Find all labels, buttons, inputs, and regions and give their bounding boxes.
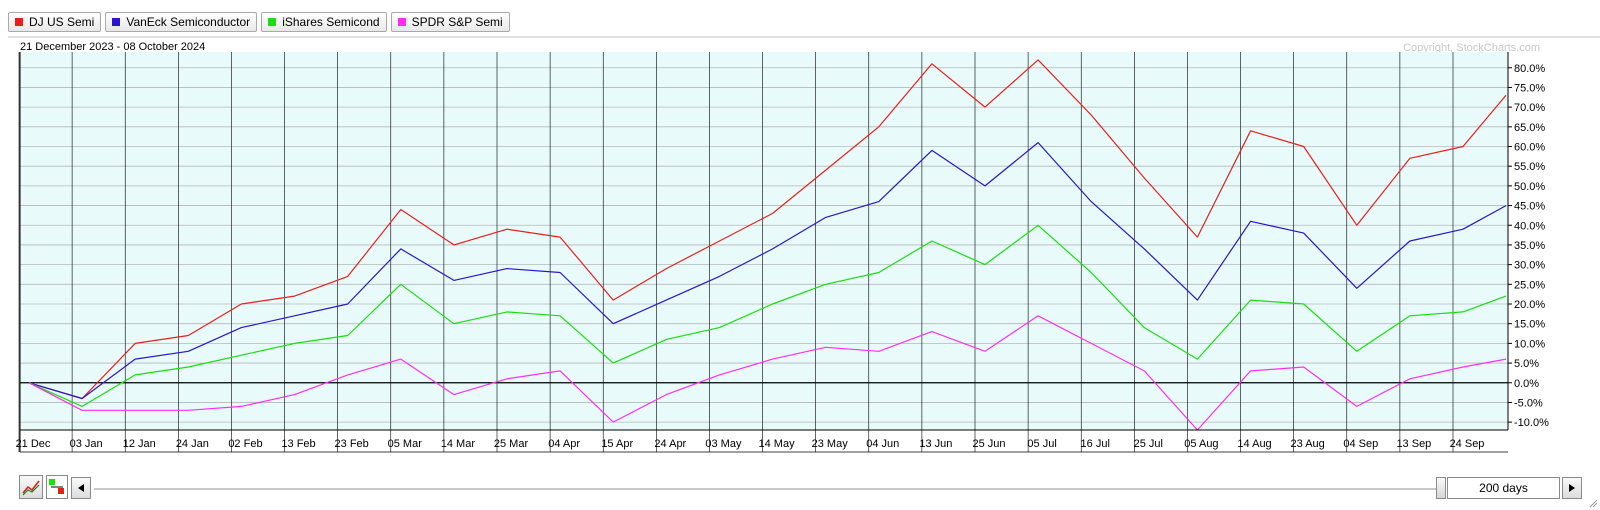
- series-line-vaneck-semiconductor: [28, 142, 1507, 400]
- legend-swatch-red: [15, 18, 23, 26]
- compare-button[interactable]: [46, 475, 68, 499]
- legend: DJ US Semi VanEck Semiconductor iShares …: [8, 12, 510, 32]
- y-tick-label: 45.0%: [1514, 201, 1545, 213]
- y-tick-label: 55.0%: [1514, 161, 1545, 173]
- legend-item-ishares-semicond[interactable]: iShares Semicond: [261, 12, 387, 32]
- x-tick-label: 24 Jan: [176, 438, 209, 450]
- period-slider-handle[interactable]: [1436, 477, 1446, 499]
- y-tick-label: 70.0%: [1514, 102, 1545, 114]
- scroll-left-button[interactable]: [71, 477, 91, 499]
- x-tick-label: 13 Jun: [919, 438, 952, 450]
- compare-colors-icon: [49, 479, 64, 494]
- legend-item-spdr-sp-semi[interactable]: SPDR S&P Semi: [390, 12, 510, 32]
- x-tick-label: 05 Jul: [1027, 438, 1056, 450]
- copyright-label: Copyright, StockCharts.com: [1403, 42, 1540, 54]
- x-tick-label: 25 Jul: [1134, 438, 1163, 450]
- series-line-ishares-semicond: [28, 224, 1507, 407]
- y-tick-label: 60.0%: [1514, 142, 1545, 154]
- line-chart-icon: [22, 480, 40, 496]
- x-tick-label: 25 Mar: [494, 438, 529, 450]
- y-tick-label: 50.0%: [1514, 181, 1545, 193]
- x-tick-label: 03 May: [705, 438, 742, 450]
- x-tick-label: 12 Jan: [123, 438, 156, 450]
- series-line-dj-us-semi: [28, 59, 1507, 400]
- y-tick-label: 20.0%: [1514, 299, 1545, 311]
- y-tick-label: 65.0%: [1514, 122, 1545, 134]
- series-line-spdr-s-p-semi: [28, 315, 1507, 431]
- plot-area: [20, 52, 1508, 430]
- legend-swatch-blue: [112, 18, 121, 26]
- x-tick-label: 24 Sep: [1450, 438, 1485, 450]
- x-tick-label: 15 Apr: [601, 438, 633, 450]
- triangle-left-icon: [78, 484, 84, 492]
- legend-swatch-magenta: [397, 18, 406, 26]
- legend-item-vaneck-semiconductor[interactable]: VanEck Semiconductor: [105, 12, 258, 32]
- period-display[interactable]: 200 days: [1447, 477, 1560, 499]
- scroll-right-button[interactable]: [1562, 477, 1582, 499]
- legend-label: VanEck Semiconductor: [126, 15, 251, 29]
- x-tick-label: 24 Apr: [654, 438, 686, 450]
- resize-grip-icon[interactable]: [1588, 498, 1598, 508]
- x-tick-label: 14 Mar: [441, 438, 476, 450]
- legend-swatch-green: [268, 18, 277, 26]
- y-tick-label: 15.0%: [1514, 319, 1545, 331]
- y-tick-label: -5.0%: [1514, 397, 1543, 409]
- x-tick-label: 14 May: [759, 438, 796, 450]
- legend-label: DJ US Semi: [29, 15, 95, 29]
- triangle-right-icon: [1569, 484, 1575, 492]
- x-tick-label: 16 Jul: [1081, 438, 1110, 450]
- x-tick-label: 13 Feb: [281, 438, 315, 450]
- legend-item-dj-us-semi[interactable]: DJ US Semi: [8, 12, 102, 32]
- legend-label: SPDR S&P Semi: [411, 15, 503, 29]
- x-tick-label: 05 Aug: [1184, 438, 1218, 450]
- x-tick-label: 04 Apr: [548, 438, 580, 450]
- x-tick-label: 25 Jun: [972, 438, 1005, 450]
- x-tick-label: 02 Feb: [228, 438, 262, 450]
- y-tick-label: 40.0%: [1514, 220, 1545, 232]
- x-tick-label: 21 Dec: [16, 438, 51, 450]
- performance-chart: 21 December 2023 - 08 October 2024 Copyr…: [8, 36, 1600, 453]
- y-tick-label: 80.0%: [1514, 63, 1545, 75]
- x-tick-label: 13 Sep: [1396, 438, 1431, 450]
- header-divider: [8, 36, 1600, 38]
- x-tick-label: 03 Jan: [70, 438, 103, 450]
- x-tick-label: 05 Mar: [388, 438, 423, 450]
- y-tick-label: 75.0%: [1514, 82, 1545, 94]
- y-tick-label: 25.0%: [1514, 279, 1545, 291]
- y-tick-label: 10.0%: [1514, 338, 1545, 350]
- period-slider-track[interactable]: [94, 488, 1436, 490]
- chart-type-button[interactable]: [19, 475, 43, 499]
- date-range-label: 21 December 2023 - 08 October 2024: [20, 41, 205, 53]
- legend-label: iShares Semicond: [282, 15, 380, 29]
- x-tick-label: 04 Sep: [1343, 438, 1378, 450]
- y-tick-label: 35.0%: [1514, 240, 1545, 252]
- x-tick-label: 23 May: [812, 438, 849, 450]
- y-tick-label: 5.0%: [1514, 358, 1539, 370]
- x-tick-label: 14 Aug: [1237, 438, 1271, 450]
- y-tick-label: 0.0%: [1514, 378, 1539, 390]
- x-tick-label: 23 Feb: [335, 438, 369, 450]
- x-tick-label: 04 Jun: [866, 438, 899, 450]
- x-tick-label: 23 Aug: [1291, 438, 1325, 450]
- y-tick-label: 30.0%: [1514, 260, 1545, 272]
- toolbar: [0, 472, 1600, 510]
- y-tick-label: -10.0%: [1514, 417, 1549, 429]
